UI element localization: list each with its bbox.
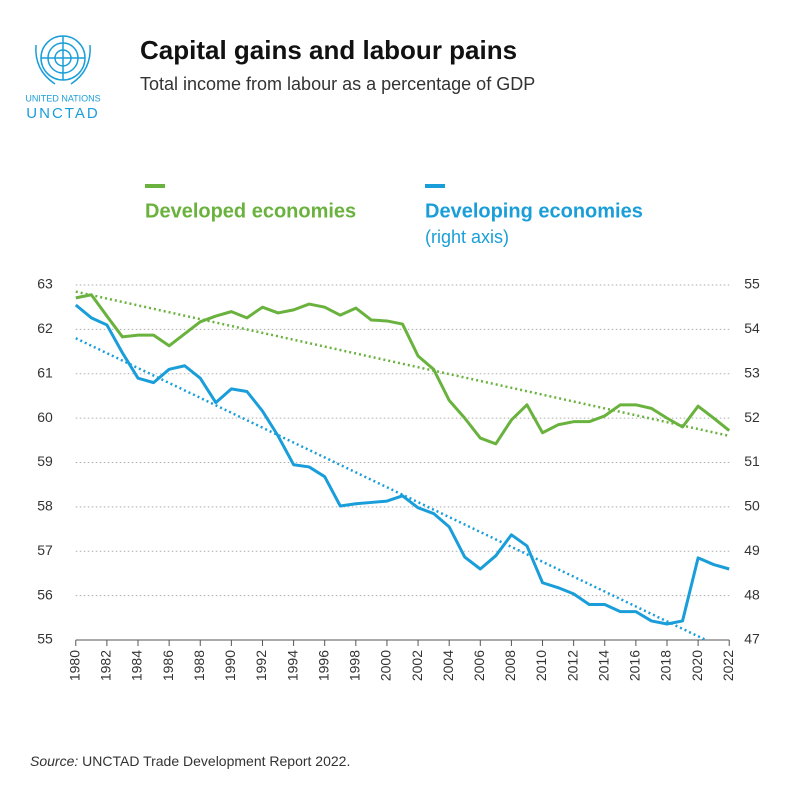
series-line: [74, 303, 730, 626]
y2-tick-label: 48: [744, 586, 760, 602]
y2-tick-label: 54: [744, 320, 760, 336]
y-tick-label: 57: [37, 542, 53, 558]
x-tick-label: 2014: [595, 650, 611, 681]
y2-tick-label: 47: [744, 631, 760, 647]
y2-tick-label: 49: [744, 542, 760, 558]
x-tick-label: 2016: [627, 650, 643, 681]
x-tick-label: 1982: [98, 650, 114, 681]
y2-tick-label: 53: [744, 364, 760, 380]
y-tick-label: 62: [37, 320, 53, 336]
series-line: [75, 293, 731, 446]
x-tick-label: 2022: [720, 650, 736, 681]
x-tick-label: 2000: [378, 650, 394, 681]
org-short: UNCTAD: [26, 105, 99, 122]
chart-subtitle: Total income from labour as a percentage…: [140, 74, 535, 94]
x-tick-label: 1980: [66, 650, 82, 681]
y-tick-label: 58: [37, 498, 53, 514]
x-tick-label: 1998: [347, 650, 363, 681]
chart-title: Capital gains and labour pains: [140, 35, 517, 65]
x-tick-label: 1996: [315, 650, 331, 681]
y-tick-label: 60: [37, 409, 53, 425]
y2-tick-label: 50: [744, 498, 760, 514]
x-tick-label: 2018: [658, 650, 674, 681]
legend-note: (right axis): [425, 227, 509, 247]
x-tick-label: 2004: [440, 650, 456, 681]
x-tick-label: 1992: [253, 650, 269, 681]
trend-line: [75, 337, 707, 642]
y-tick-label: 61: [37, 364, 53, 380]
y-tick-label: 63: [37, 276, 53, 292]
source: Source: UNCTAD Trade Development Report …: [30, 753, 350, 769]
trend-line: [75, 290, 730, 438]
source-label: Source:: [30, 753, 78, 769]
x-tick-label: 2006: [471, 650, 487, 681]
un-logo: [35, 35, 91, 85]
org-name: UNITED NATIONS: [25, 93, 100, 103]
x-tick-label: 2020: [689, 650, 705, 681]
x-tick-label: 1984: [129, 650, 145, 681]
x-tick-label: 2002: [409, 650, 425, 681]
y-tick-label: 59: [37, 453, 53, 469]
y-tick-label: 56: [37, 586, 53, 602]
x-tick-label: 1990: [222, 650, 238, 681]
legend-label: Developed economies: [145, 200, 356, 222]
y2-tick-label: 51: [744, 453, 760, 469]
x-tick-label: 2008: [502, 650, 518, 681]
x-tick-label: 1988: [191, 650, 207, 681]
x-tick-label: 2010: [533, 650, 549, 681]
x-tick-label: 2012: [564, 650, 580, 681]
x-tick-label: 1986: [160, 650, 176, 681]
x-tick-label: 1994: [284, 650, 300, 681]
y2-tick-label: 52: [744, 409, 760, 425]
y2-tick-label: 55: [744, 276, 760, 292]
y-tick-label: 55: [37, 631, 53, 647]
legend-label: Developing economies: [425, 200, 643, 222]
source-text: UNCTAD Trade Development Report 2022.: [82, 753, 350, 769]
